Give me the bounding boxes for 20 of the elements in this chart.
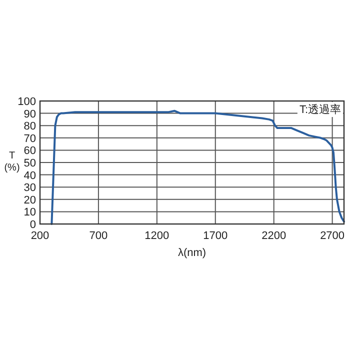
y-tick-label: 10: [24, 206, 36, 219]
x-tick-label: 1200: [144, 230, 170, 242]
y-tick-label: 60: [24, 145, 36, 158]
x-tick-label: 200: [30, 230, 50, 242]
y-axis-title: T (%): [4, 150, 20, 174]
annotation: T:透過率: [299, 103, 341, 116]
y-tick-label: 80: [24, 120, 36, 133]
y-tick-label: 100: [18, 96, 36, 108]
x-tick-label: 2700: [320, 230, 345, 242]
y-tick-label: 30: [24, 182, 36, 194]
y-tick-label: 70: [24, 132, 36, 145]
x-axis-title: λ(nm): [178, 247, 206, 259]
y-tick-label: 90: [24, 108, 36, 120]
y-tick-label: 20: [24, 194, 36, 206]
x-tick-label: 2200: [262, 230, 286, 242]
y-tick-label: 50: [24, 158, 36, 170]
y-tick-label: 0: [30, 219, 36, 231]
x-tick-label: 700: [89, 230, 108, 242]
x-tick-label: 1700: [203, 230, 228, 242]
y-tick-label: 40: [24, 170, 36, 182]
